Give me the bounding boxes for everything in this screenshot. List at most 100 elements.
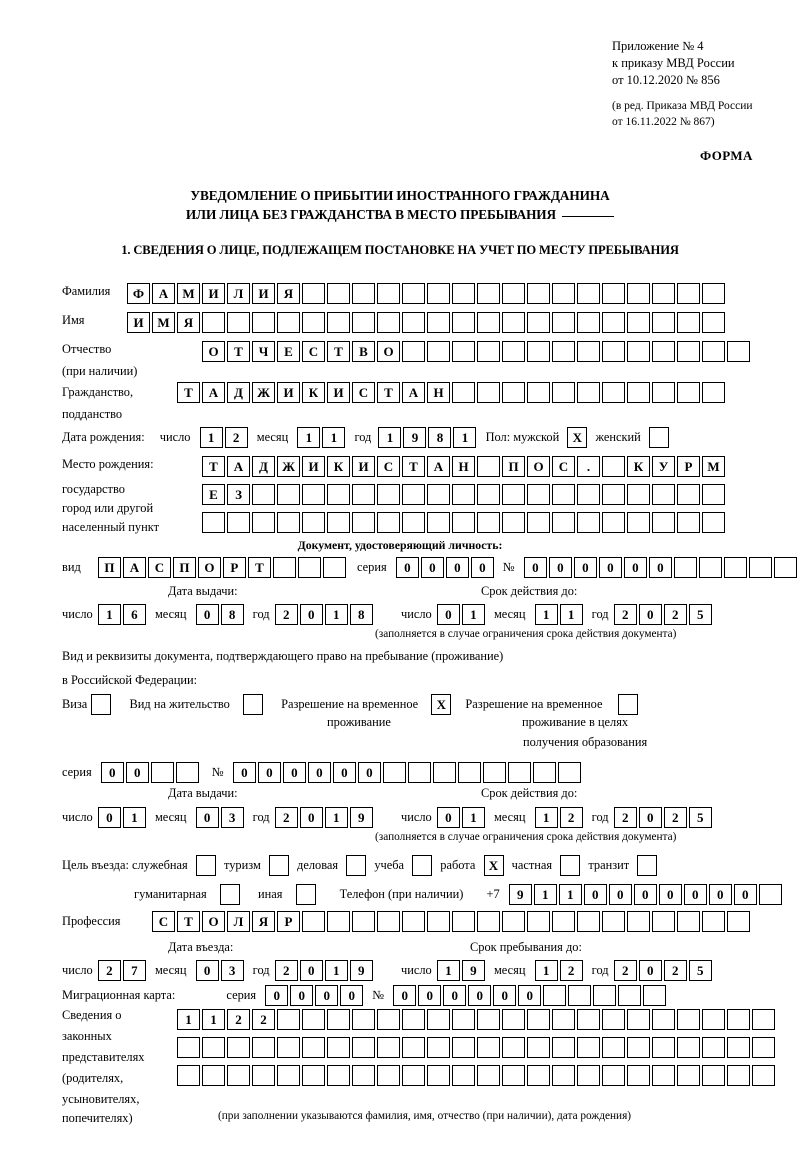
form-cell[interactable] bbox=[502, 1037, 525, 1058]
form-cell[interactable] bbox=[327, 484, 350, 505]
form-cell[interactable]: Н bbox=[452, 456, 475, 477]
form-cell[interactable]: 1 bbox=[297, 427, 321, 448]
form-cell[interactable]: 1 bbox=[461, 807, 485, 828]
form-cell[interactable] bbox=[297, 557, 321, 578]
form-cell[interactable]: 0 bbox=[418, 985, 442, 1006]
birthplace-input-row3[interactable] bbox=[202, 512, 727, 533]
form-cell[interactable] bbox=[477, 484, 500, 505]
form-cell[interactable] bbox=[502, 341, 525, 362]
form-cell[interactable]: 0 bbox=[573, 557, 597, 578]
form-cell[interactable] bbox=[727, 1009, 750, 1030]
form-cell[interactable] bbox=[627, 312, 650, 333]
form-cell[interactable]: 0 bbox=[638, 960, 662, 981]
form-cell[interactable] bbox=[177, 1065, 200, 1086]
form-cell[interactable]: 1 bbox=[534, 807, 558, 828]
form-cell[interactable]: Л bbox=[227, 911, 250, 932]
form-cell[interactable] bbox=[752, 1009, 775, 1030]
form-cell[interactable]: И bbox=[302, 456, 325, 477]
form-cell[interactable] bbox=[452, 312, 475, 333]
form-cell[interactable] bbox=[527, 312, 550, 333]
form-cell[interactable]: Т bbox=[202, 456, 225, 477]
form-cell[interactable]: 1 bbox=[534, 960, 558, 981]
form-cell[interactable]: 6 bbox=[122, 604, 146, 625]
form-cell[interactable]: 0 bbox=[733, 884, 757, 905]
form-cell[interactable] bbox=[502, 512, 525, 533]
form-cell[interactable]: 5 bbox=[688, 604, 712, 625]
form-cell[interactable] bbox=[627, 1009, 650, 1030]
form-cell[interactable] bbox=[352, 512, 375, 533]
form-cell[interactable] bbox=[402, 911, 425, 932]
form-cell[interactable] bbox=[602, 911, 625, 932]
form-cell[interactable] bbox=[727, 1037, 750, 1058]
form-cell[interactable] bbox=[627, 283, 650, 304]
form-cell[interactable]: 7 bbox=[122, 960, 146, 981]
form-cell[interactable] bbox=[427, 911, 450, 932]
form-cell[interactable] bbox=[377, 1065, 400, 1086]
form-cell[interactable]: 1 bbox=[324, 604, 348, 625]
form-cell[interactable] bbox=[352, 484, 375, 505]
form-cell[interactable] bbox=[752, 1065, 775, 1086]
form-cell[interactable] bbox=[677, 1037, 700, 1058]
form-cell[interactable] bbox=[748, 557, 772, 578]
form-cell[interactable] bbox=[452, 1065, 475, 1086]
form-cell[interactable] bbox=[377, 1009, 400, 1030]
form-cell[interactable]: 1 bbox=[558, 884, 582, 905]
form-cell[interactable]: 0 bbox=[395, 557, 419, 578]
form-cell[interactable]: 9 bbox=[349, 960, 373, 981]
form-cell[interactable] bbox=[227, 1037, 250, 1058]
form-cell[interactable]: Р bbox=[222, 557, 246, 578]
form-cell[interactable] bbox=[527, 512, 550, 533]
form-cell[interactable] bbox=[427, 1065, 450, 1086]
form-cell[interactable]: И bbox=[127, 312, 150, 333]
form-cell[interactable] bbox=[602, 1065, 625, 1086]
form-cell[interactable] bbox=[452, 911, 475, 932]
form-cell[interactable]: 2 bbox=[663, 604, 687, 625]
representatives-input-row2[interactable] bbox=[177, 1037, 777, 1058]
form-cell[interactable] bbox=[452, 1037, 475, 1058]
purpose-work-checkbox[interactable]: X bbox=[483, 855, 504, 876]
form-cell[interactable]: 5 bbox=[688, 960, 712, 981]
form-cell[interactable] bbox=[727, 911, 750, 932]
sex-male-checkbox[interactable]: X bbox=[567, 427, 588, 448]
form-cell[interactable] bbox=[673, 557, 697, 578]
form-cell[interactable]: 2 bbox=[252, 1009, 275, 1030]
form-cell[interactable] bbox=[327, 1037, 350, 1058]
form-cell[interactable] bbox=[602, 312, 625, 333]
form-cell[interactable] bbox=[502, 283, 525, 304]
form-cell[interactable]: Е bbox=[202, 484, 225, 505]
form-cell[interactable] bbox=[477, 456, 500, 477]
form-cell[interactable] bbox=[427, 1009, 450, 1030]
form-cell[interactable] bbox=[302, 312, 325, 333]
form-cell[interactable] bbox=[677, 911, 700, 932]
form-cell[interactable] bbox=[602, 1009, 625, 1030]
sex-female-checkbox[interactable] bbox=[648, 427, 669, 448]
form-cell[interactable] bbox=[482, 762, 506, 783]
form-cell[interactable]: 1 bbox=[97, 604, 121, 625]
form-cell[interactable] bbox=[702, 911, 725, 932]
form-cell[interactable]: 3 bbox=[220, 807, 244, 828]
form-cell[interactable]: А bbox=[427, 456, 450, 477]
form-cell[interactable] bbox=[477, 312, 500, 333]
form-cell[interactable] bbox=[568, 985, 592, 1006]
form-cell[interactable]: 0 bbox=[299, 960, 323, 981]
form-cell[interactable]: 3 bbox=[220, 960, 244, 981]
form-cell[interactable] bbox=[702, 341, 725, 362]
form-cell[interactable] bbox=[452, 512, 475, 533]
form-cell[interactable] bbox=[627, 341, 650, 362]
form-cell[interactable] bbox=[327, 911, 350, 932]
form-cell[interactable] bbox=[352, 283, 375, 304]
form-cell[interactable] bbox=[352, 312, 375, 333]
form-cell[interactable] bbox=[527, 341, 550, 362]
form-cell[interactable] bbox=[150, 762, 174, 783]
form-cell[interactable]: Т bbox=[247, 557, 271, 578]
form-cell[interactable] bbox=[552, 911, 575, 932]
form-cell[interactable] bbox=[427, 312, 450, 333]
form-cell[interactable] bbox=[427, 484, 450, 505]
